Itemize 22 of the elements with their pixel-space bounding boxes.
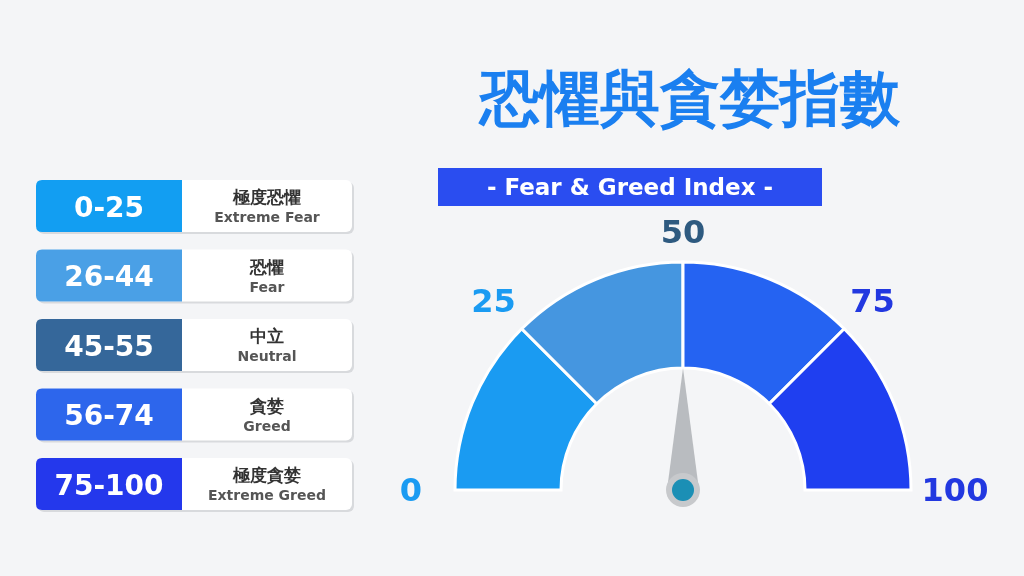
text: 極度恐懼 xyxy=(232,187,301,207)
text: 0 xyxy=(399,471,423,509)
text: Extreme Greed xyxy=(207,487,327,503)
text: Neutral xyxy=(237,348,297,364)
text: 56-74 xyxy=(64,399,154,432)
text: 26-44 xyxy=(64,260,154,293)
text: 貪婪 xyxy=(249,395,284,416)
text: 45-55 xyxy=(64,329,154,363)
text: 75-100 xyxy=(54,468,164,502)
text: 恐懼 xyxy=(249,256,284,277)
text: 75 xyxy=(850,281,895,320)
text: 0-25 xyxy=(73,190,145,224)
text: 50 xyxy=(660,213,706,251)
text: 中立 xyxy=(250,326,284,346)
text: Extreme Fear xyxy=(214,209,320,225)
text: 100 xyxy=(921,471,989,509)
text: Fear xyxy=(249,278,285,295)
chart-title: 恐懼與貪婪指數 xyxy=(478,63,901,133)
text: 25 xyxy=(471,281,516,320)
text: 極度貪婪 xyxy=(232,465,301,485)
chart-subtitle: - Fear & Greed Index - xyxy=(486,174,774,200)
text: Greed xyxy=(243,417,291,434)
